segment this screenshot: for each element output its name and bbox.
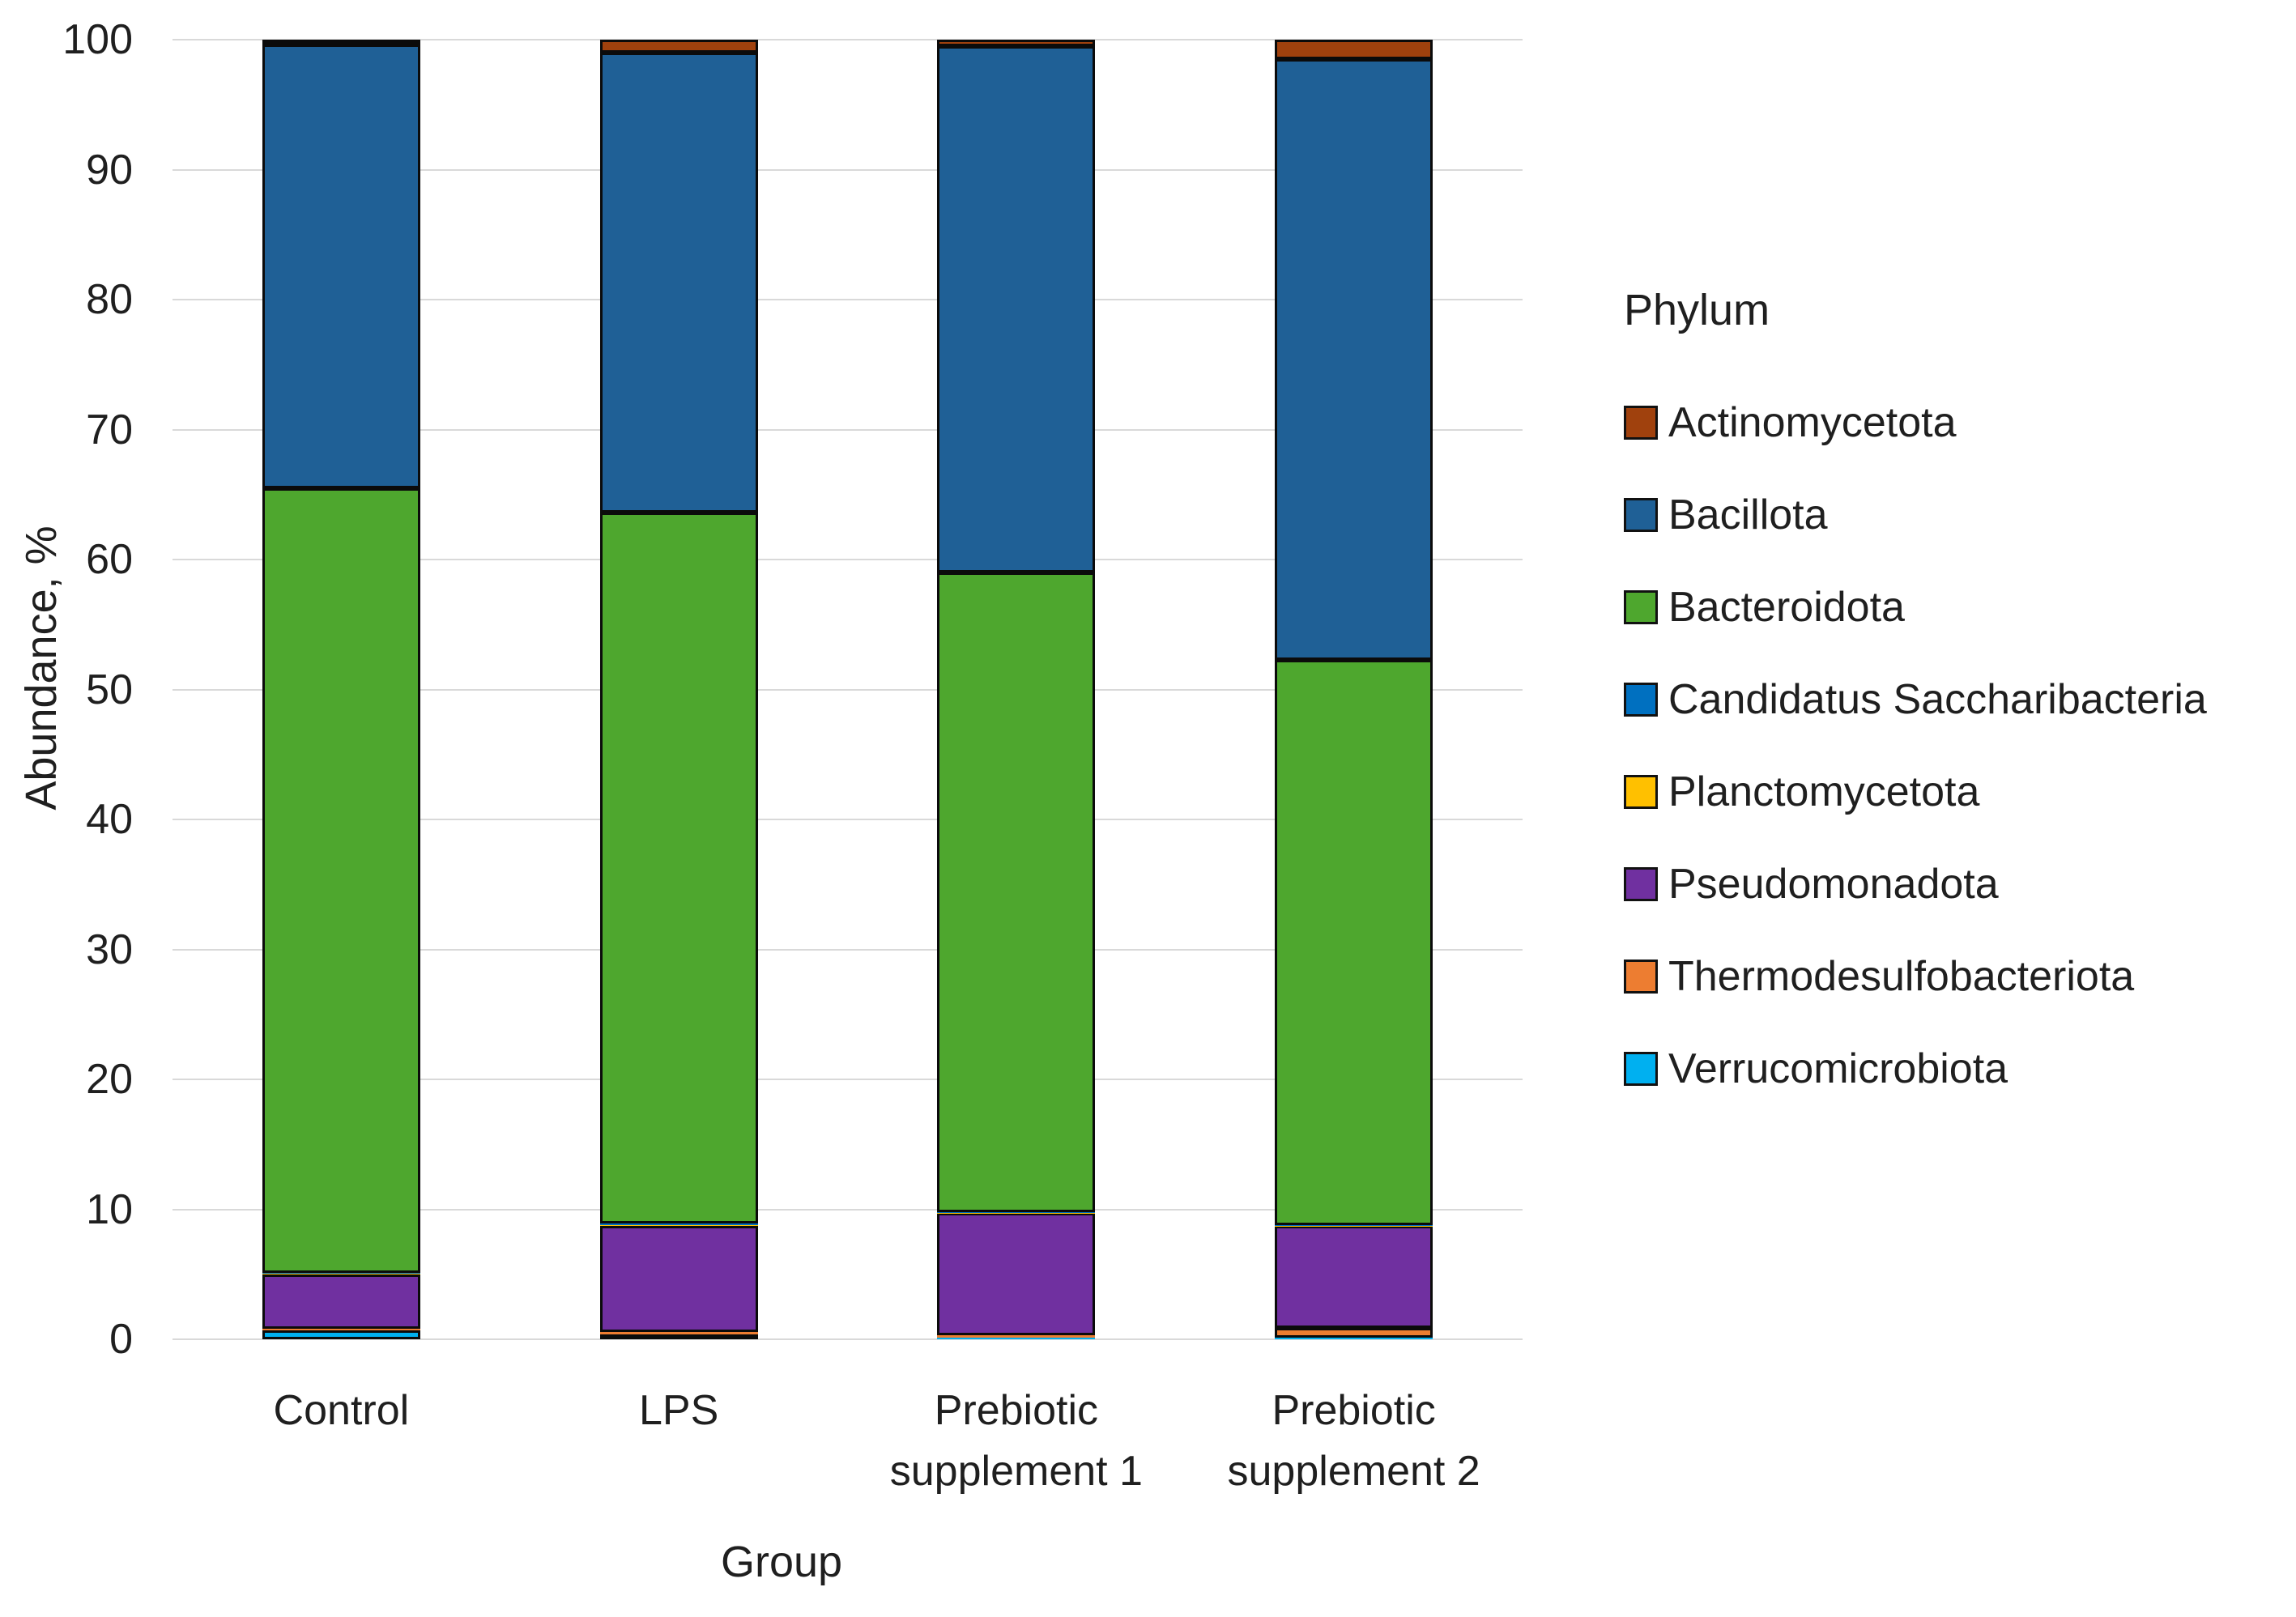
legend-item-actinomycetota: Actinomycetota (1624, 402, 2207, 444)
bar-segment-verrucomicrobiota (1275, 1338, 1433, 1339)
bar-segment-planctomycetota (1275, 1225, 1433, 1227)
legend-label: Bacteroidota (1668, 584, 1905, 631)
x-category-label-text: Control (273, 1387, 410, 1434)
legend-label: Planctomycetota (1668, 768, 1980, 815)
legend-swatch-icon (1624, 867, 1658, 901)
bar-segment-verrucomicrobiota (262, 1330, 420, 1339)
legend-item-bacillota: Bacillota (1624, 494, 2207, 536)
gridline (173, 948, 1523, 951)
bar-segment-actinomycetota (262, 40, 420, 45)
bar-segment-actinomycetota (599, 40, 758, 53)
legend-swatch-icon (1624, 775, 1658, 809)
y-tick-label: 60 (86, 536, 133, 583)
legend-label: Verrucomicrobiota (1668, 1045, 2008, 1092)
legend-label: Bacillota (1668, 491, 1828, 538)
x-category-label-text: Prebiotic supplement 1 (889, 1387, 1143, 1496)
gridline (173, 819, 1523, 820)
gridline (173, 1208, 1523, 1211)
gridline (173, 428, 1523, 431)
bar-segment-bacillota (262, 45, 420, 488)
legend-item-candidatus-saccharibacteria: Candidatus Saccharibacteria (1624, 679, 2207, 721)
gridline (173, 299, 1523, 300)
bar-prebiotic-supplement-2 (1275, 40, 1433, 1339)
bar-segment-thermodesulfobacteriota (1275, 1327, 1433, 1338)
y-tick-label: 50 (86, 666, 133, 713)
bar-segment-pseudomonadota (1275, 1226, 1433, 1328)
x-category-label-control: Control (173, 1381, 510, 1503)
bar-segment-verrucomicrobiota (599, 1334, 758, 1339)
plot-area (173, 39, 1523, 1340)
y-tick-label: 40 (86, 796, 133, 843)
gridline (173, 1338, 1523, 1340)
x-axis-category-labels: Control LPS Prebiotic supplement 1 Prebioti… (173, 1381, 1523, 1503)
y-tick-label: 100 (62, 16, 133, 63)
y-tick-label: 0 (109, 1316, 133, 1363)
legend-item-bacteroidota: Bacteroidota (1624, 586, 2207, 628)
bar-segment-pseudomonadota (262, 1274, 420, 1330)
bar-segment-candidatus-saccharibacteria (599, 1223, 758, 1225)
bar-segment-pseudomonadota (937, 1213, 1096, 1336)
legend-label: Actinomycetota (1668, 399, 1957, 446)
x-category-label-prebiotic-supplement-2: Prebiotic supplement 2 (1185, 1381, 1523, 1503)
legend-item-verrucomicrobiota: Verrucomicrobiota (1624, 1048, 2207, 1090)
y-tick-label: 80 (86, 276, 133, 323)
legend-label: Thermodesulfobacteriota (1668, 953, 2135, 1000)
bar-segment-candidatus-saccharibacteria (937, 1211, 1096, 1213)
legend-swatch-icon (1624, 960, 1658, 994)
x-category-label-text: Prebiotic supplement 2 (1227, 1387, 1480, 1496)
bar-prebiotic-supplement-1 (937, 40, 1096, 1339)
legend-item-thermodesulfobacteriota: Thermodesulfobacteriota (1624, 955, 2207, 998)
bar-segment-bacillota (1275, 59, 1433, 660)
bar-segment-bacteroidota (937, 572, 1096, 1212)
bar-segment-bacillota (937, 46, 1096, 573)
legend: Phylum Actinomycetota Bacillota Bacteroido… (1624, 285, 2207, 1090)
bar-segment-actinomycetota (1275, 40, 1433, 60)
legend-swatch-icon (1624, 498, 1658, 532)
bar-segment-bacteroidota (599, 513, 758, 1224)
x-category-label-prebiotic-supplement-1: Prebiotic supplement 1 (848, 1381, 1186, 1503)
gridline (173, 39, 1523, 40)
bar-lps (599, 40, 758, 1339)
y-tick-label: 90 (86, 146, 133, 194)
legend-item-planctomycetota: Planctomycetota (1624, 771, 2207, 813)
bar-segment-bacillota (599, 53, 758, 513)
legend-label: Pseudomonadota (1668, 861, 1999, 908)
bar-segment-candidatus-saccharibacteria (262, 1273, 420, 1274)
bar-control (262, 40, 420, 1339)
gridline (173, 168, 1523, 171)
bar-segment-thermodesulfobacteriota (937, 1335, 1096, 1338)
bar-segment-actinomycetota (937, 40, 1096, 47)
y-tick-label: 30 (86, 926, 133, 973)
bar-segment-planctomycetota (937, 1212, 1096, 1214)
x-axis-title: Group (720, 1538, 843, 1586)
legend-items: Actinomycetota Bacillota Bacteroidota Candi… (1624, 402, 2207, 1090)
y-tick-label: 20 (86, 1056, 133, 1103)
gridline (173, 688, 1523, 691)
y-axis-tick-labels: 0 10 20 30 40 50 60 70 80 90 100 (0, 19, 154, 1360)
bar-segment-bacteroidota (1275, 659, 1433, 1225)
bar-segment-pseudomonadota (599, 1225, 758, 1333)
legend-title: Phylum (1624, 286, 1770, 334)
bar-segment-thermodesulfobacteriota (262, 1329, 420, 1330)
bar-segment-thermodesulfobacteriota (599, 1332, 758, 1334)
y-tick-label: 10 (86, 1185, 133, 1233)
legend-swatch-icon (1624, 683, 1658, 717)
legend-swatch-icon (1624, 1052, 1658, 1086)
legend-label: Candidatus Saccharibacteria (1668, 676, 2207, 723)
legend-swatch-icon (1624, 590, 1658, 624)
y-tick-label: 70 (86, 406, 133, 453)
bar-segment-candidatus-saccharibacteria (1275, 1224, 1433, 1226)
gridline (173, 559, 1523, 560)
bar-segment-verrucomicrobiota (937, 1337, 1096, 1339)
x-category-label-lps: LPS (510, 1381, 848, 1503)
bar-segment-bacteroidota (262, 487, 420, 1274)
legend-swatch-icon (1624, 406, 1658, 440)
legend-item-pseudomonadota: Pseudomonadota (1624, 863, 2207, 905)
x-category-label-text: LPS (638, 1387, 719, 1434)
gridline (173, 1079, 1523, 1080)
bar-segment-planctomycetota (599, 1224, 758, 1226)
